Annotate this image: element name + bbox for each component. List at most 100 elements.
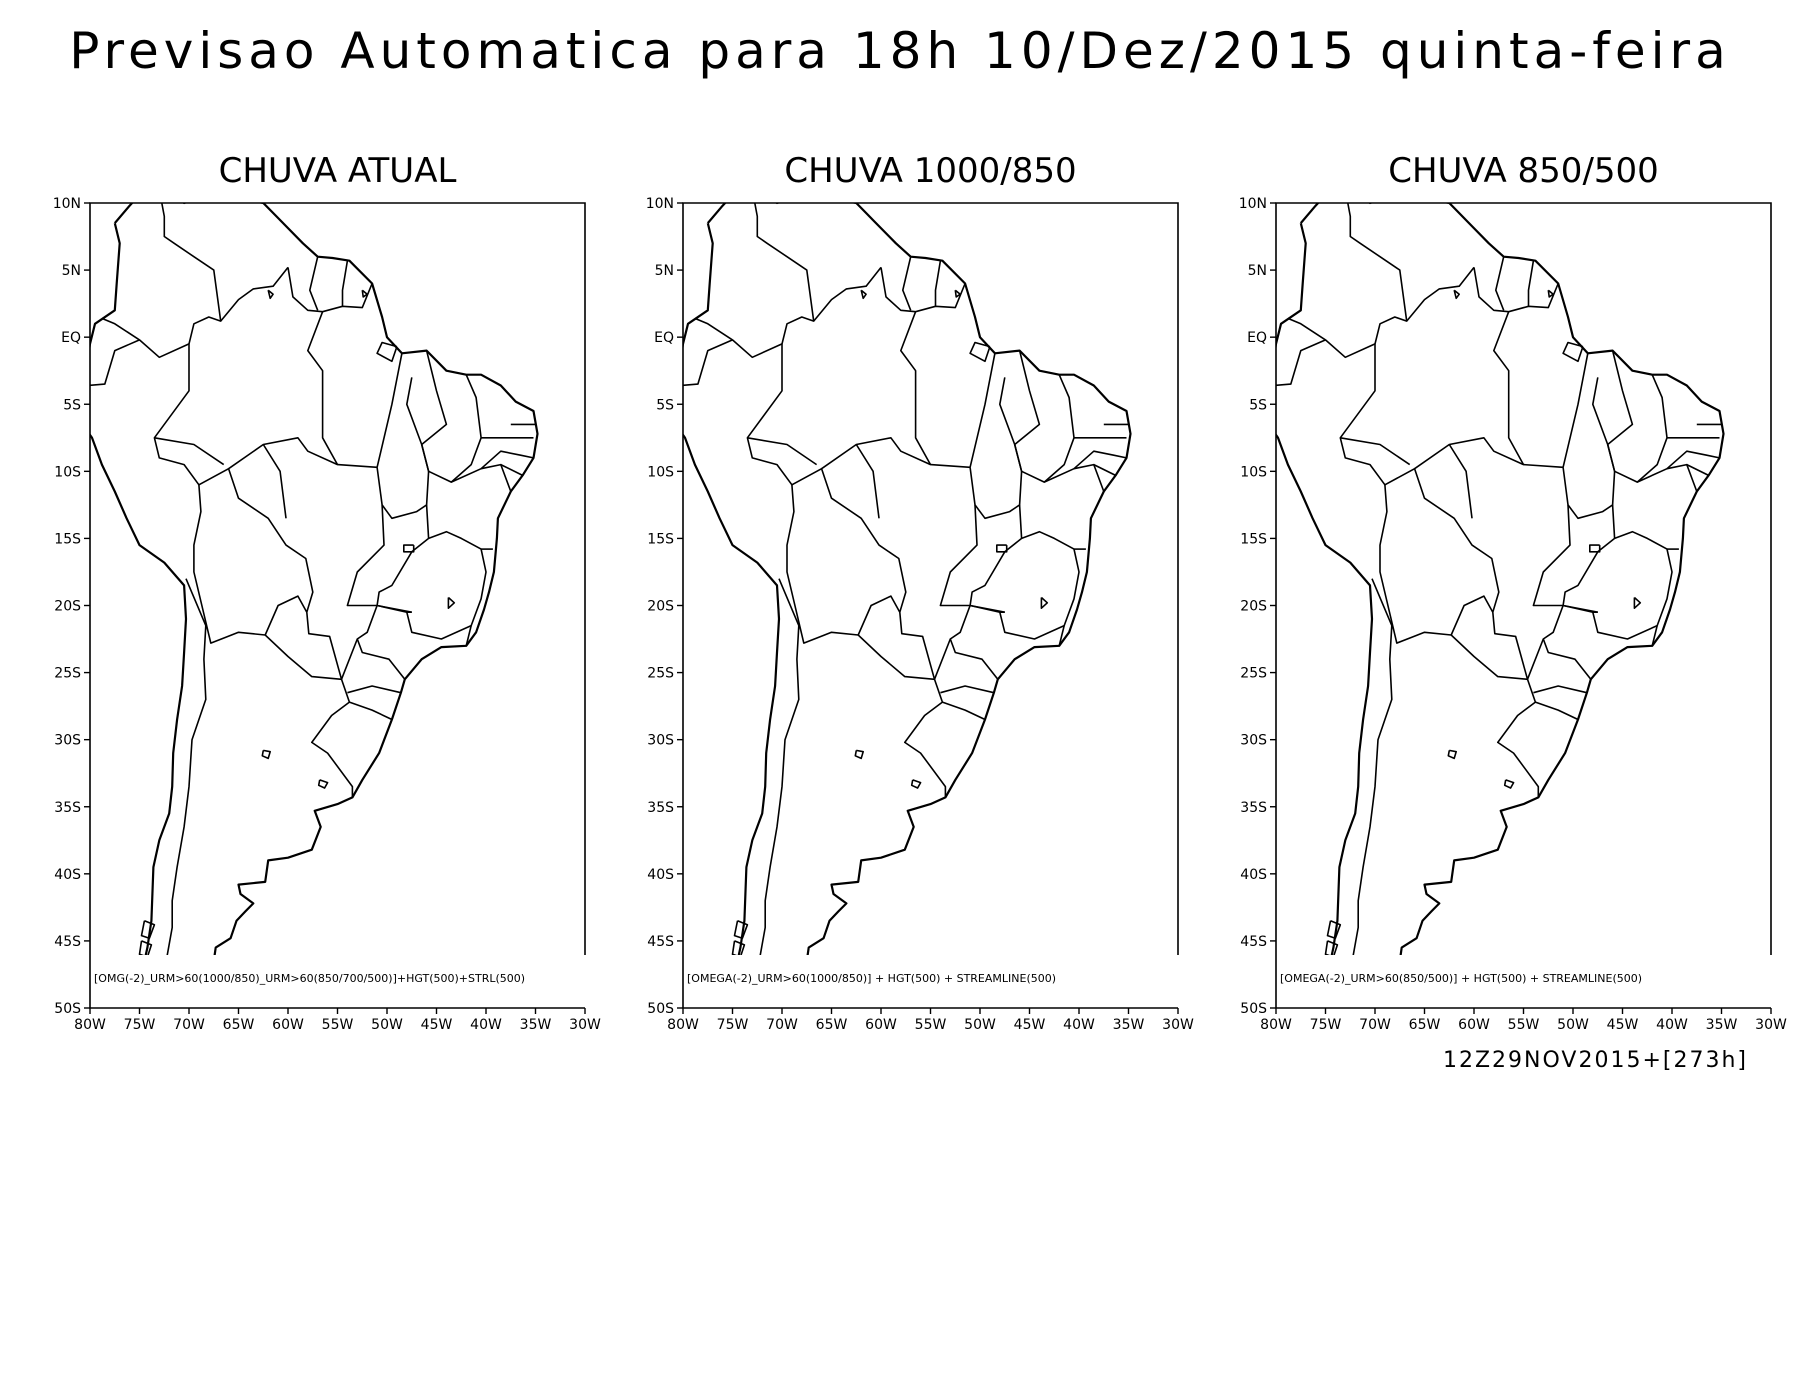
boundary-line [1414, 436, 1564, 470]
lat-tick-label: 15S [647, 531, 674, 547]
boundary-line [1533, 685, 1588, 694]
boundary-line [402, 544, 415, 553]
boundary-line [998, 530, 1080, 640]
island [267, 289, 274, 300]
lon-tick-label: 75W [1310, 1017, 1342, 1033]
boundary-line [1276, 339, 1326, 387]
boundary-line [821, 436, 971, 470]
lon-tick-label: 80W [1260, 1017, 1292, 1033]
lon-tick-label: 40W [1656, 1017, 1688, 1033]
lat-tick-label: 10S [1240, 464, 1267, 480]
boundary-line [166, 578, 207, 955]
island [1326, 920, 1342, 940]
boundary-line [1562, 504, 1616, 606]
boundary-line [262, 444, 287, 519]
boundary-line [1495, 256, 1505, 311]
boundary-line [855, 444, 880, 519]
lon-tick-label: 55W [322, 1017, 354, 1033]
boundary-line [465, 625, 472, 646]
boundary-line [746, 343, 947, 798]
boundary-line [1686, 463, 1709, 477]
boundary-line [450, 463, 512, 492]
lon-tick-label: 55W [1508, 1017, 1540, 1033]
boundary-line [969, 504, 1023, 606]
lon-tick-label: 45W [1014, 1017, 1046, 1033]
lon-tick-label: 65W [1409, 1017, 1441, 1033]
boundary-line [421, 350, 448, 446]
boundary-line [308, 256, 319, 311]
lat-tick-label: 45S [647, 934, 674, 950]
boundary-line [154, 437, 225, 466]
lon-tick-label: 55W [915, 1017, 947, 1033]
boundary-line [1535, 701, 1579, 721]
lat-tick-label: 35S [54, 800, 81, 816]
lon-tick-label: 35W [1113, 1017, 1145, 1033]
boundary-line [160, 203, 222, 322]
map-geography [683, 203, 1132, 955]
lat-tick-label: 20S [1240, 599, 1267, 615]
boundary-line [880, 267, 966, 313]
boundary-line [1527, 260, 1535, 307]
lat-tick-label: 5N [62, 263, 81, 279]
lon-tick-label: 75W [124, 1017, 156, 1033]
lon-tick-label: 60W [865, 1017, 897, 1033]
lat-tick-label: 10S [54, 464, 81, 480]
lon-tick-label: 75W [717, 1017, 749, 1033]
boundary-line [683, 339, 733, 387]
boundary-line [1526, 638, 1545, 680]
lat-tick-label: 35S [1240, 800, 1267, 816]
coastline [1276, 203, 1725, 955]
map-panel: CHUVA 1000/850 10N 5N EQ 5S 10S 15S 20S 25S 30S 35… [646, 151, 1194, 1033]
boundary-line [264, 634, 342, 681]
island [910, 779, 922, 789]
lon-tick-label: 70W [1359, 1017, 1391, 1033]
boundary-line [1542, 604, 1593, 680]
boundary-line [1058, 625, 1065, 646]
panel-caption: [OMEGA(-2)_URM>60(850/500)] + HGT(500) +… [1280, 972, 1642, 985]
map-panel: CHUVA 850/500 10N 5N EQ 5S 10S 15S 20S 25S 30S 35S… [1239, 151, 1787, 1033]
boundary-line [193, 484, 308, 644]
boundary-line [899, 311, 932, 465]
island [1453, 289, 1460, 300]
boundary-line [1606, 374, 1668, 483]
island [1324, 940, 1339, 955]
island [1503, 779, 1515, 789]
boundary-line [753, 203, 815, 322]
boundary-line [1493, 311, 1525, 465]
boundary-line [1352, 578, 1393, 955]
boundary-line [90, 339, 140, 387]
run-label: 12Z29NOV2015+[273h] [1442, 1048, 1748, 1073]
boundary-line [376, 377, 430, 520]
lon-tick-label: 45W [1607, 1017, 1639, 1033]
boundary-line [287, 267, 373, 313]
lat-tick-label: 20S [647, 599, 674, 615]
boundary-line [188, 266, 289, 345]
boundary-line [1093, 463, 1116, 477]
lat-tick-label: 30S [647, 733, 674, 749]
boundary-line [781, 266, 882, 345]
lat-tick-label: 40S [647, 867, 674, 883]
boundary-line [1532, 504, 1598, 613]
lat-tick-label: 50S [1240, 1001, 1267, 1017]
boundary-line [1340, 437, 1411, 466]
island [361, 289, 369, 298]
boundary-line [480, 450, 534, 470]
boundary-line [1339, 343, 1540, 798]
boundary-line [901, 256, 912, 311]
lat-tick-label: 20S [54, 599, 81, 615]
island [376, 341, 398, 363]
lat-tick-label: 40S [54, 867, 81, 883]
lat-tick-label: 25S [1240, 666, 1267, 682]
lon-tick-label: 80W [74, 1017, 106, 1033]
boundary-line [1014, 350, 1041, 446]
island [1633, 596, 1642, 610]
coastline [683, 203, 1132, 955]
lat-tick-label: 15S [54, 531, 81, 547]
boundary-line [1592, 530, 1673, 640]
boundary-line [1473, 267, 1559, 313]
boundary-line [347, 685, 402, 694]
lat-tick-label: 50S [647, 1001, 674, 1017]
map-frame [1275, 202, 1772, 1009]
lon-tick-label: 50W [964, 1017, 996, 1033]
boundary-line [1666, 450, 1720, 470]
